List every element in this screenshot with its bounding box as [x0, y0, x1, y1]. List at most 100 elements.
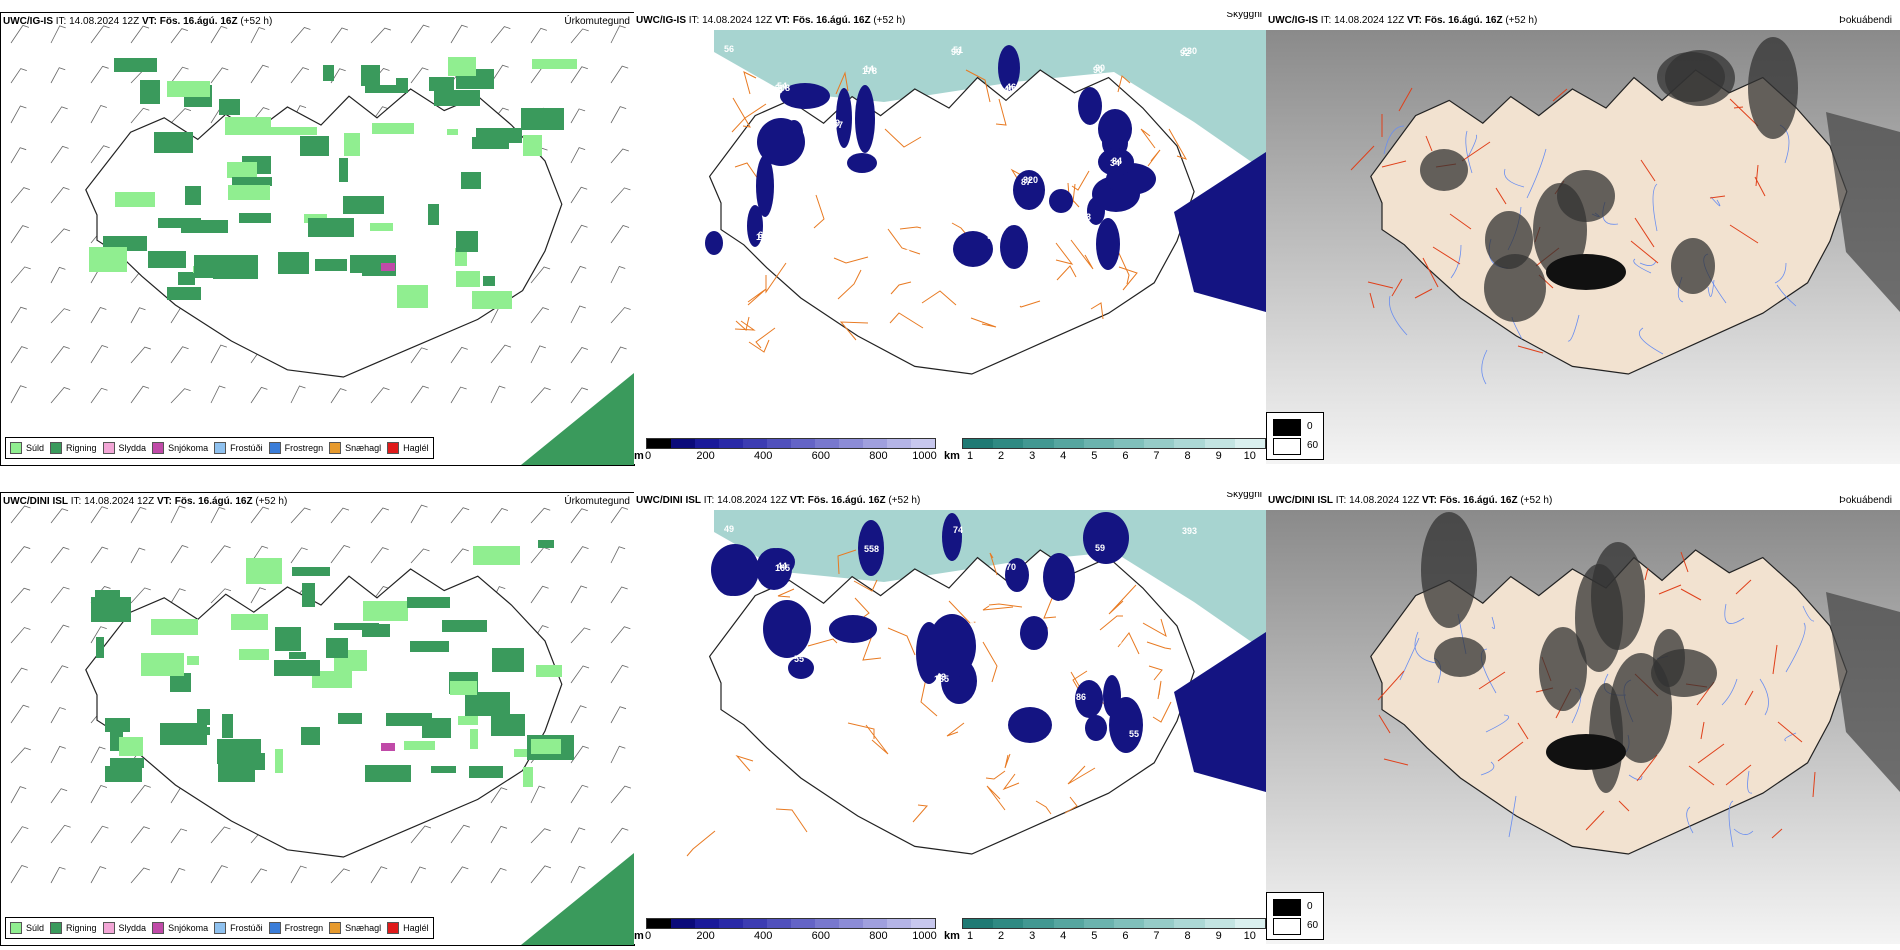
scale-tick: 1 — [966, 930, 974, 942]
fog-swatch-dark — [1273, 899, 1301, 916]
panel-header: UWC/DINI ISL IT: 14.08.2024 12Z VT: Fös.… — [1266, 492, 1900, 510]
ocean-fog — [1826, 112, 1900, 312]
scale-tick: 4 — [1060, 930, 1067, 942]
fog-tick: 60 — [1307, 920, 1319, 931]
cloud-base-label: 39 — [830, 118, 840, 128]
fog-tick: 0 — [1307, 901, 1313, 912]
scale-tick: 7 — [1153, 930, 1160, 942]
cloud-base-labels: 49 44 43 42 43 52 51 59 50 49 55 84 82 74 70 59 49 66 49 74… — [724, 524, 1197, 758]
visibility-colorbar — [962, 438, 1266, 449]
fog-tick: 0 — [1307, 421, 1313, 432]
it-label: IT: — [55, 16, 67, 27]
scale-tick: 3 — [1029, 930, 1036, 942]
panel-title: Úrkomutegund — [564, 496, 630, 507]
cloud-base-label: 92 — [1180, 48, 1190, 58]
cloud-map: 56 54 39 45 49 40 56 90 48 51 39 34 42 51 46 47 84 63 64 41… — [634, 30, 1266, 422]
cloud-base-label: 49 — [1112, 636, 1122, 646]
ocean-rain — [521, 853, 634, 945]
cloud-base-label: 49 — [758, 710, 768, 720]
cloud-base-label: 44 — [777, 561, 787, 571]
low-cloud-areas — [711, 512, 1143, 753]
cloud-base-label: 51 — [741, 137, 751, 147]
scale-tick: 0 — [644, 930, 652, 942]
cloud-base-label: 97 — [968, 140, 978, 150]
cloud-base-label: 86 — [879, 159, 889, 169]
legend-swatch — [268, 442, 281, 454]
legend-item: Súld — [10, 922, 44, 934]
cloud-base-label: 29 — [1057, 121, 1067, 131]
panel-title: Skyggni — [1226, 492, 1262, 500]
rivers — [1383, 124, 1797, 385]
cloud-base-label: 64 — [758, 230, 768, 240]
road-network — [731, 69, 1188, 353]
cloud-base-label: 41 — [811, 267, 821, 277]
visibility-unit: km — [944, 930, 960, 942]
legend-label: Frostregn — [284, 923, 324, 933]
scale-tick: 10 — [1243, 930, 1256, 942]
cloud-base-label: 60 — [970, 138, 980, 148]
cloud-base-label: 49 — [936, 192, 946, 202]
cloud-base-label: 84 — [1112, 156, 1122, 166]
legend-swatch — [387, 922, 400, 934]
cloud-base-label: 54 — [777, 81, 787, 91]
scale-tick: 1 — [966, 450, 974, 462]
cloud-base-label: 43 — [936, 672, 946, 682]
lead-time: (+52 h) — [240, 16, 273, 27]
legend-swatch — [152, 922, 165, 934]
precip-panel-row1: UWC/IG-IS IT: 14.08.2024 12Z VT: Fös. 16… — [0, 12, 635, 466]
vt-value: Fös. 16.ágú. 16Z — [1424, 15, 1503, 26]
legend-swatch — [50, 922, 63, 934]
cloud-panel-row1: UWC/IG-IS IT: 14.08.2024 12Z VT: Fös. 16… — [634, 12, 1266, 464]
cloud-base-scale: m 0 200 400 600 800 1000 — [634, 918, 937, 944]
legend-item: Frostúði — [214, 922, 263, 934]
cloud-base-colorbar — [646, 438, 936, 449]
legend-item: Snæhagl — [329, 922, 381, 934]
cloud-base-label: 60 — [792, 176, 802, 186]
lead-time: (+52 h) — [1520, 495, 1553, 506]
cloud-base-label: 59 — [1059, 599, 1069, 609]
scale-tick: 600 — [811, 450, 830, 462]
cloud-base-label: 320 — [1023, 175, 1038, 185]
cloud-base-label: 283 — [1076, 212, 1091, 222]
legend-swatch — [329, 442, 342, 454]
legend-label: Snjókoma — [168, 923, 209, 933]
legend-item: Snjókoma — [152, 922, 208, 934]
cloud-base-unit: m — [634, 450, 644, 462]
cloud-base-label: 90 — [1093, 65, 1103, 75]
cloud-base-label: 49 — [724, 524, 734, 534]
scale-tick: 400 — [754, 450, 773, 462]
cloud-base-label: 38 — [739, 139, 749, 149]
cloud-base-label: 178 — [862, 66, 877, 76]
scale-tick: 600 — [811, 930, 830, 942]
cloud-base-label: 43 — [830, 598, 840, 608]
lead-time: (+52 h) — [1505, 15, 1538, 26]
panel-header: UWC/IG-IS IT: 14.08.2024 12Z VT: Fös. 16… — [1266, 12, 1900, 30]
scale-tick: 7 — [1153, 450, 1160, 462]
cloud-base-label: 97 — [987, 231, 997, 241]
panel-title: Skyggni — [1226, 12, 1262, 20]
legend-item: Haglél — [387, 442, 429, 454]
visibility-unit: km — [944, 450, 960, 462]
cloud-base-label: 393 — [1182, 526, 1197, 536]
legend-label: Rigning — [66, 923, 97, 933]
model-name: UWC/IG-IS — [3, 16, 53, 27]
scale-tick: 4 — [1060, 450, 1067, 462]
panel-header: UWC/DINI ISL IT: 14.08.2024 12Z VT: Fös.… — [634, 492, 1266, 510]
fog-swatch-dark — [1273, 419, 1301, 436]
legend-item: Súld — [10, 442, 44, 454]
scale-tick: 400 — [754, 930, 773, 942]
cloud-base-label: 32 — [1040, 748, 1050, 758]
fog-map — [1266, 30, 1900, 464]
scale-tick: 2 — [998, 930, 1005, 942]
cloud-base-label: 63 — [1165, 193, 1175, 203]
panel-title: Þokuábendi — [1839, 15, 1892, 26]
legend-label: Frostúði — [230, 443, 263, 453]
cloud-base-label: 70 — [1006, 562, 1016, 572]
lead-time: (+52 h) — [873, 15, 906, 26]
legend-label: Snæhagl — [345, 923, 382, 933]
legend-item: Snjókoma — [152, 442, 208, 454]
cloud-base-label: 84 — [847, 691, 857, 701]
fog-map — [1266, 510, 1900, 944]
cloud-base-label: 558 — [864, 544, 879, 554]
low-cloud-areas — [705, 45, 1156, 270]
